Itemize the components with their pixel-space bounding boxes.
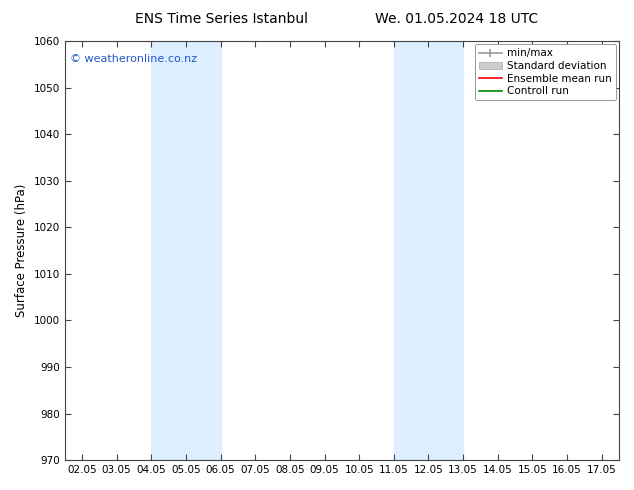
Text: © weatheronline.co.nz: © weatheronline.co.nz bbox=[70, 53, 197, 64]
Y-axis label: Surface Pressure (hPa): Surface Pressure (hPa) bbox=[15, 184, 28, 318]
Bar bbox=[152, 41, 221, 460]
Bar bbox=[394, 41, 463, 460]
Text: We. 01.05.2024 18 UTC: We. 01.05.2024 18 UTC bbox=[375, 12, 538, 26]
Text: ENS Time Series Istanbul: ENS Time Series Istanbul bbox=[136, 12, 308, 26]
Legend: min/max, Standard deviation, Ensemble mean run, Controll run: min/max, Standard deviation, Ensemble me… bbox=[475, 44, 616, 100]
